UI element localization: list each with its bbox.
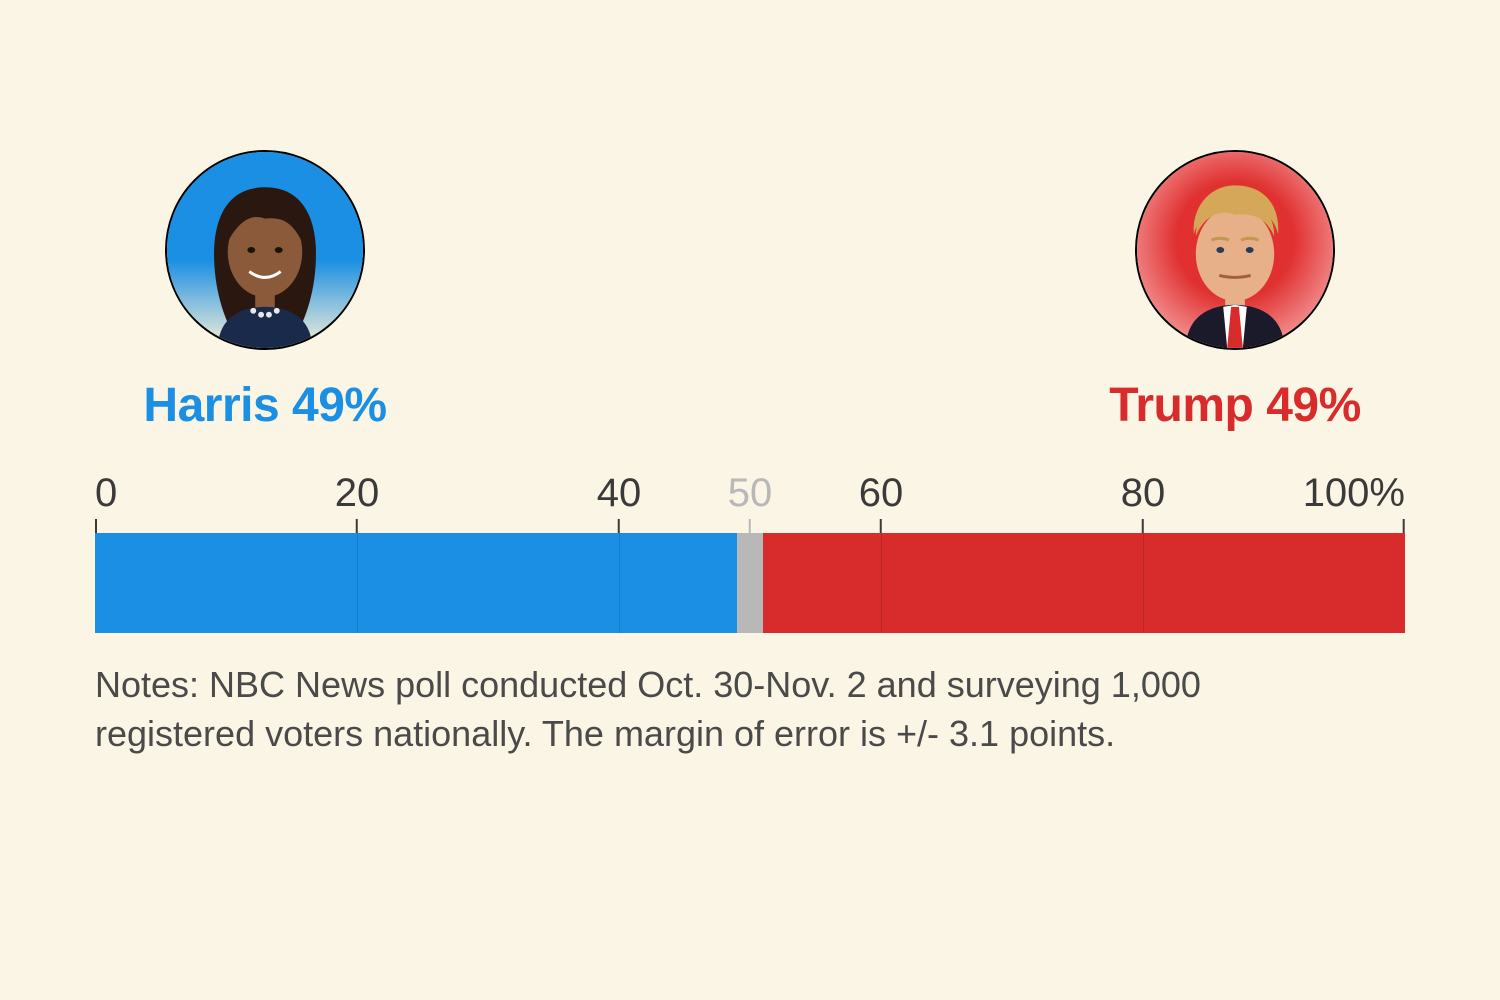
axis-tick-label: 80 [1121, 473, 1166, 513]
axis-tick: 40 [597, 473, 642, 533]
axis-tick-label: 60 [859, 473, 904, 513]
portrait-harris-icon [167, 152, 363, 348]
candidate-left-label: Harris 49% [143, 378, 386, 433]
candidates-row: Harris 49% Trump 49% [95, 150, 1405, 433]
x-axis: 0 20 40 50 60 80 100% [95, 473, 1405, 533]
chart-notes: Notes: NBC News poll conducted Oct. 30-N… [95, 661, 1275, 758]
bar-divider [357, 533, 358, 633]
axis-tick-label: 50 [728, 473, 773, 513]
axis-tick-mark [618, 519, 620, 533]
candidate-right-label: Trump 49% [1109, 378, 1361, 433]
axis-tick: 80 [1121, 473, 1166, 533]
candidate-right: Trump 49% [1085, 150, 1385, 433]
bar-segment-gap [737, 533, 763, 633]
axis-tick: 60 [859, 473, 904, 533]
bar-divider [881, 533, 882, 633]
axis-tick: 50 [728, 473, 773, 533]
bar-divider [619, 533, 620, 633]
axis-tick-mark [1403, 519, 1405, 533]
bar-divider [1143, 533, 1144, 633]
axis-tick-mark [880, 519, 882, 533]
axis-tick: 20 [335, 473, 380, 533]
stacked-bar [95, 533, 1405, 633]
axis-tick-mark [95, 519, 97, 533]
bar-segment-right [763, 533, 1405, 633]
candidate-left: Harris 49% [115, 150, 415, 433]
avatar-harris [165, 150, 365, 350]
poll-chart: Harris 49% Trump 49% [95, 150, 1405, 758]
axis-tick: 0 [95, 473, 117, 533]
axis-tick: 100% [1303, 473, 1405, 533]
axis-tick-label: 0 [95, 473, 117, 513]
axis-tick-mark [1142, 519, 1144, 533]
axis-tick-mark [356, 519, 358, 533]
axis-tick-mark [749, 519, 751, 533]
axis-tick-label: 40 [597, 473, 642, 513]
axis-tick-label: 100% [1303, 473, 1405, 513]
axis-tick-label: 20 [335, 473, 380, 513]
avatar-trump [1135, 150, 1335, 350]
portrait-trump-icon [1137, 152, 1333, 348]
bar-segment-left [95, 533, 737, 633]
